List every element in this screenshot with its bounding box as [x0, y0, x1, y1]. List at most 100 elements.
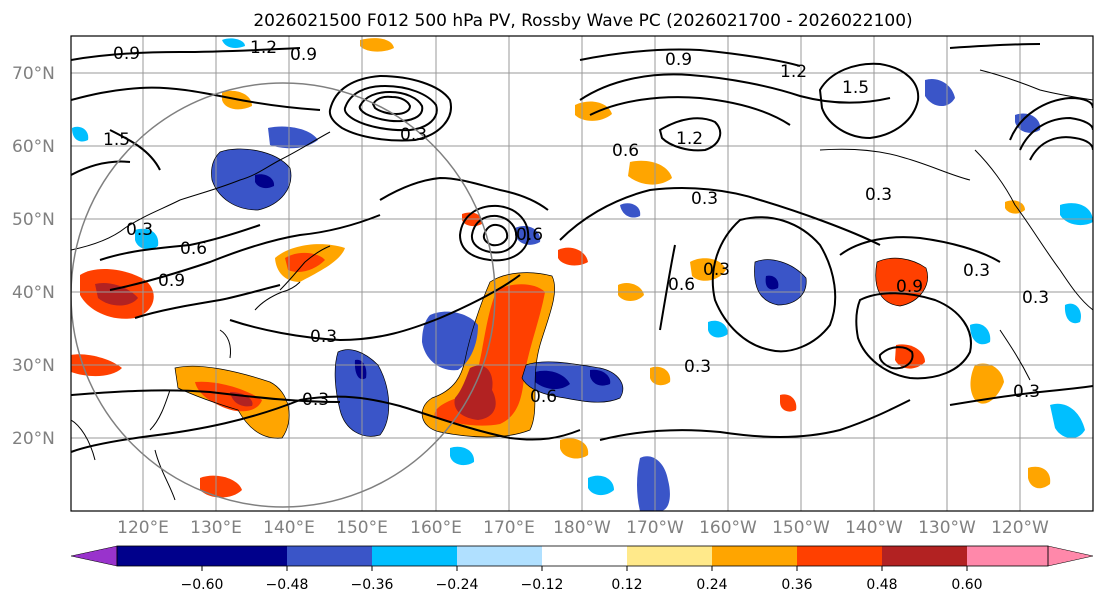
anomaly-patch [780, 394, 797, 412]
anomaly-patch [222, 38, 245, 48]
anomaly-patch [1050, 403, 1085, 439]
contour-label: 0.6 [516, 225, 543, 245]
anomaly-patch [628, 160, 672, 185]
anomaly-patch [255, 174, 275, 189]
anomaly-patch [268, 126, 318, 149]
latitude-labels: 70°N 60°N 50°N 40°N 30°N 20°N [12, 64, 55, 449]
contour-label: 0.9 [113, 44, 140, 64]
colorbar-bin [712, 546, 797, 566]
contour-label: 0.3 [1013, 382, 1040, 402]
anomaly-patch [360, 38, 394, 52]
colorbar-max-extension [1047, 545, 1094, 567]
lon-label: 170°W [626, 518, 684, 538]
colorbar-bin [287, 546, 372, 566]
colorbar: −0.60 −0.48 −0.36 −0.24 −0.12 0.12 0.24 … [70, 545, 1094, 593]
lon-label: 160°W [699, 518, 757, 538]
contour-label: 0.3 [865, 185, 892, 205]
anomaly-patch [211, 148, 291, 210]
anomaly-patch [588, 475, 614, 496]
contour-label: 0.3 [400, 125, 427, 145]
contour-label: 0.6 [612, 141, 639, 161]
longitude-labels: 120°E 130°E 140°E 150°E 160°E 170°E 180°… [117, 518, 1049, 538]
colorbar-tick-label: 0.24 [696, 577, 727, 593]
contour-label: 0.9 [290, 45, 317, 65]
anomaly-patch [690, 258, 726, 281]
colorbar-tick-label: −0.24 [436, 577, 479, 593]
map-panel: 0.9 1.2 0.9 0.9 1.2 1.5 1.2 1.5 0.6 0.6 … [12, 35, 1094, 538]
anomaly-patch [558, 247, 588, 266]
colorbar-bin [627, 546, 712, 566]
lon-label: 180°W [553, 518, 611, 538]
contour-label: 0.3 [302, 390, 329, 410]
colorbar-tick-label: −0.12 [521, 577, 564, 593]
lon-label: 120°E [117, 518, 169, 538]
contour-label: 1.5 [842, 78, 869, 98]
colorbar-bin [457, 546, 542, 566]
colorbar-tick-label: 0.60 [951, 577, 982, 593]
lon-label: 160°E [410, 518, 462, 538]
lat-label-70n: 70°N [12, 64, 55, 84]
anomaly-patch [765, 275, 779, 290]
anomaly-patch [450, 446, 475, 466]
distance-circle [71, 82, 496, 508]
anomaly-patch [535, 370, 570, 390]
contour-label: 0.3 [1022, 288, 1049, 308]
colorbar-tick-label: 0.36 [781, 577, 812, 593]
colorbar-tick-label: 0.48 [866, 577, 897, 593]
contour-label: 0.3 [963, 261, 990, 281]
contour-label: 0.3 [310, 327, 337, 347]
contour-label: 0.3 [703, 260, 730, 280]
anomaly-patch [95, 282, 138, 306]
lon-label: 170°E [483, 518, 535, 538]
colorbar-bin [202, 546, 287, 566]
anomaly-patch [135, 228, 159, 250]
contour-labels: 0.9 1.2 0.9 0.9 1.2 1.5 1.2 1.5 0.6 0.6 … [103, 38, 1049, 410]
contour-label: 1.2 [676, 129, 703, 149]
map-frame [70, 35, 1094, 512]
contour-label: 1.2 [250, 38, 277, 58]
anomaly-patch [620, 203, 641, 218]
figure-title: 2026021500 F012 500 hPa PV, Rossby Wave … [253, 11, 912, 31]
anomaly-patch [434, 284, 545, 426]
lon-label: 150°E [336, 518, 388, 538]
anomaly-patch [1060, 203, 1093, 226]
contour-label: 0.3 [691, 189, 718, 209]
colorbar-frame [116, 545, 1049, 567]
contour-label: 0.6 [668, 275, 695, 295]
contour-label: 0.9 [158, 271, 185, 291]
anomaly-patch [754, 259, 807, 305]
lon-label: 140°E [263, 518, 315, 538]
colorbar-tick-label: −0.48 [266, 577, 309, 593]
colorbar-tick-label: −0.60 [181, 577, 224, 593]
anomaly-patch [72, 126, 89, 142]
colorbar-bin [882, 546, 967, 566]
anomaly-patch [708, 320, 728, 338]
contour-label: 0.9 [896, 277, 923, 297]
contour-label: 0.6 [180, 239, 207, 259]
negative-anomaly-shading [72, 38, 1093, 511]
anomaly-patch [200, 475, 242, 498]
colorbar-bin [117, 546, 202, 566]
colorbar-ticks [201, 566, 968, 571]
colorbar-bin [967, 546, 1048, 566]
lat-label-60n: 60°N [12, 137, 55, 157]
anomaly-patch [560, 438, 589, 459]
lat-label-30n: 30°N [12, 356, 55, 376]
colorbar-tick-label: −0.36 [351, 577, 394, 593]
colorbar-bin [372, 546, 457, 566]
anomaly-patch [575, 101, 612, 121]
anomaly-patch [590, 369, 611, 386]
coastlines [71, 69, 1093, 501]
colorbar-tick-label: 0.12 [611, 577, 642, 593]
anomaly-patch [970, 363, 1004, 404]
lon-label: 120°W [991, 518, 1049, 538]
colorbar-min-extension [70, 545, 118, 567]
graticule [71, 36, 1093, 511]
colorbar-bin [542, 546, 627, 566]
contour-label: 0.3 [684, 357, 711, 377]
contour-label: 0.6 [530, 387, 557, 407]
lon-label: 130°E [190, 518, 242, 538]
anomaly-patch [454, 365, 496, 420]
contour-label: 0.9 [665, 50, 692, 70]
